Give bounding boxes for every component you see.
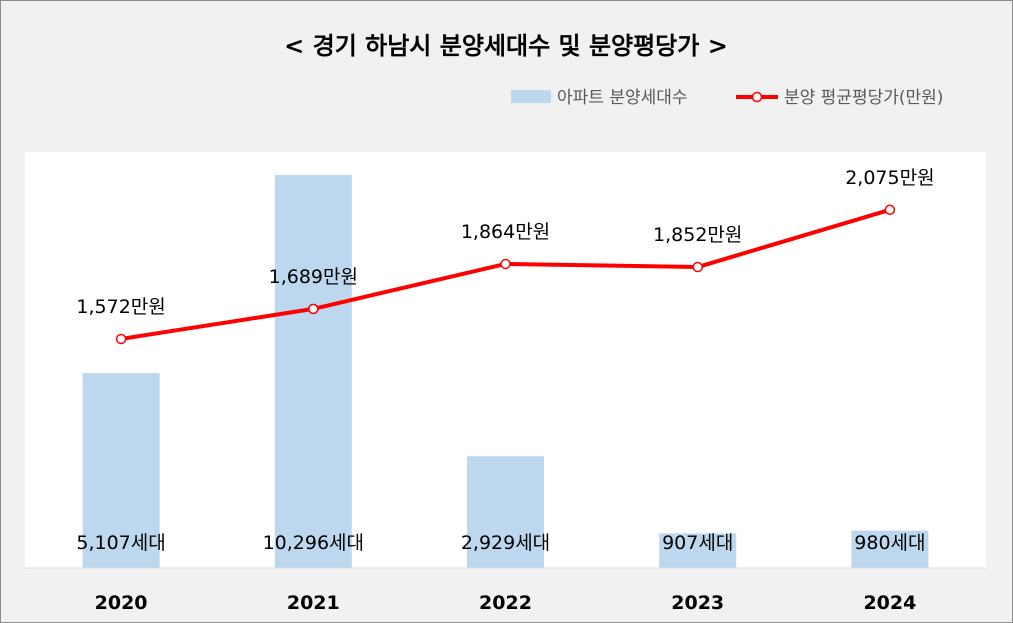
bar-data-label: 980세대 bbox=[854, 532, 925, 554]
price-data-label: 1,852만원 bbox=[653, 224, 742, 246]
x-axis-tick-labels: 2020 2021 2022 2023 2024 bbox=[95, 592, 917, 614]
x-tick-label: 2020 bbox=[95, 592, 148, 614]
bar bbox=[274, 175, 352, 568]
price-marker bbox=[308, 303, 319, 315]
bar bbox=[659, 533, 737, 568]
bar bbox=[851, 530, 929, 568]
legend: 아파트 분양세대수 분양 평균평당가(만원) bbox=[511, 88, 943, 108]
x-tick-label: 2021 bbox=[287, 592, 340, 614]
legend-line-label: 분양 평균평당가(만원) bbox=[784, 88, 943, 108]
price-data-label: 1,572만원 bbox=[76, 296, 165, 318]
price-data-label: 2,075만원 bbox=[845, 167, 934, 189]
chart-title: < 경기 하남시 분양세대수 및 분양평당가 > bbox=[284, 32, 728, 60]
bar-data-label: 10,296세대 bbox=[263, 532, 364, 554]
bar-data-label: 2,929세대 bbox=[461, 532, 550, 554]
line-data-labels: 1,572만원 1,689만원 1,864만원 1,852만원 2,075만원 bbox=[76, 167, 934, 318]
legend-bar-swatch bbox=[511, 90, 551, 103]
price-marker bbox=[500, 258, 511, 270]
price-data-label: 1,689만원 bbox=[269, 266, 358, 288]
price-marker bbox=[692, 261, 703, 273]
legend-line-marker bbox=[751, 91, 763, 103]
bar bbox=[82, 373, 160, 568]
x-tick-label: 2022 bbox=[479, 592, 532, 614]
bar-data-labels: 5,107세대 10,296세대 2,929세대 907세대 980세대 bbox=[76, 532, 925, 554]
price-marker bbox=[115, 333, 127, 345]
x-tick-label: 2024 bbox=[863, 592, 916, 614]
bar-series bbox=[82, 175, 929, 568]
bar bbox=[467, 456, 544, 568]
price-marker bbox=[884, 204, 896, 216]
x-tick-label: 2023 bbox=[671, 592, 724, 614]
line-series bbox=[115, 204, 896, 345]
price-data-label: 1,864만원 bbox=[461, 221, 550, 243]
legend-bar-label: 아파트 분양세대수 bbox=[557, 88, 688, 108]
bar-data-label: 5,107세대 bbox=[76, 532, 165, 554]
bar-data-label: 907세대 bbox=[662, 532, 733, 554]
